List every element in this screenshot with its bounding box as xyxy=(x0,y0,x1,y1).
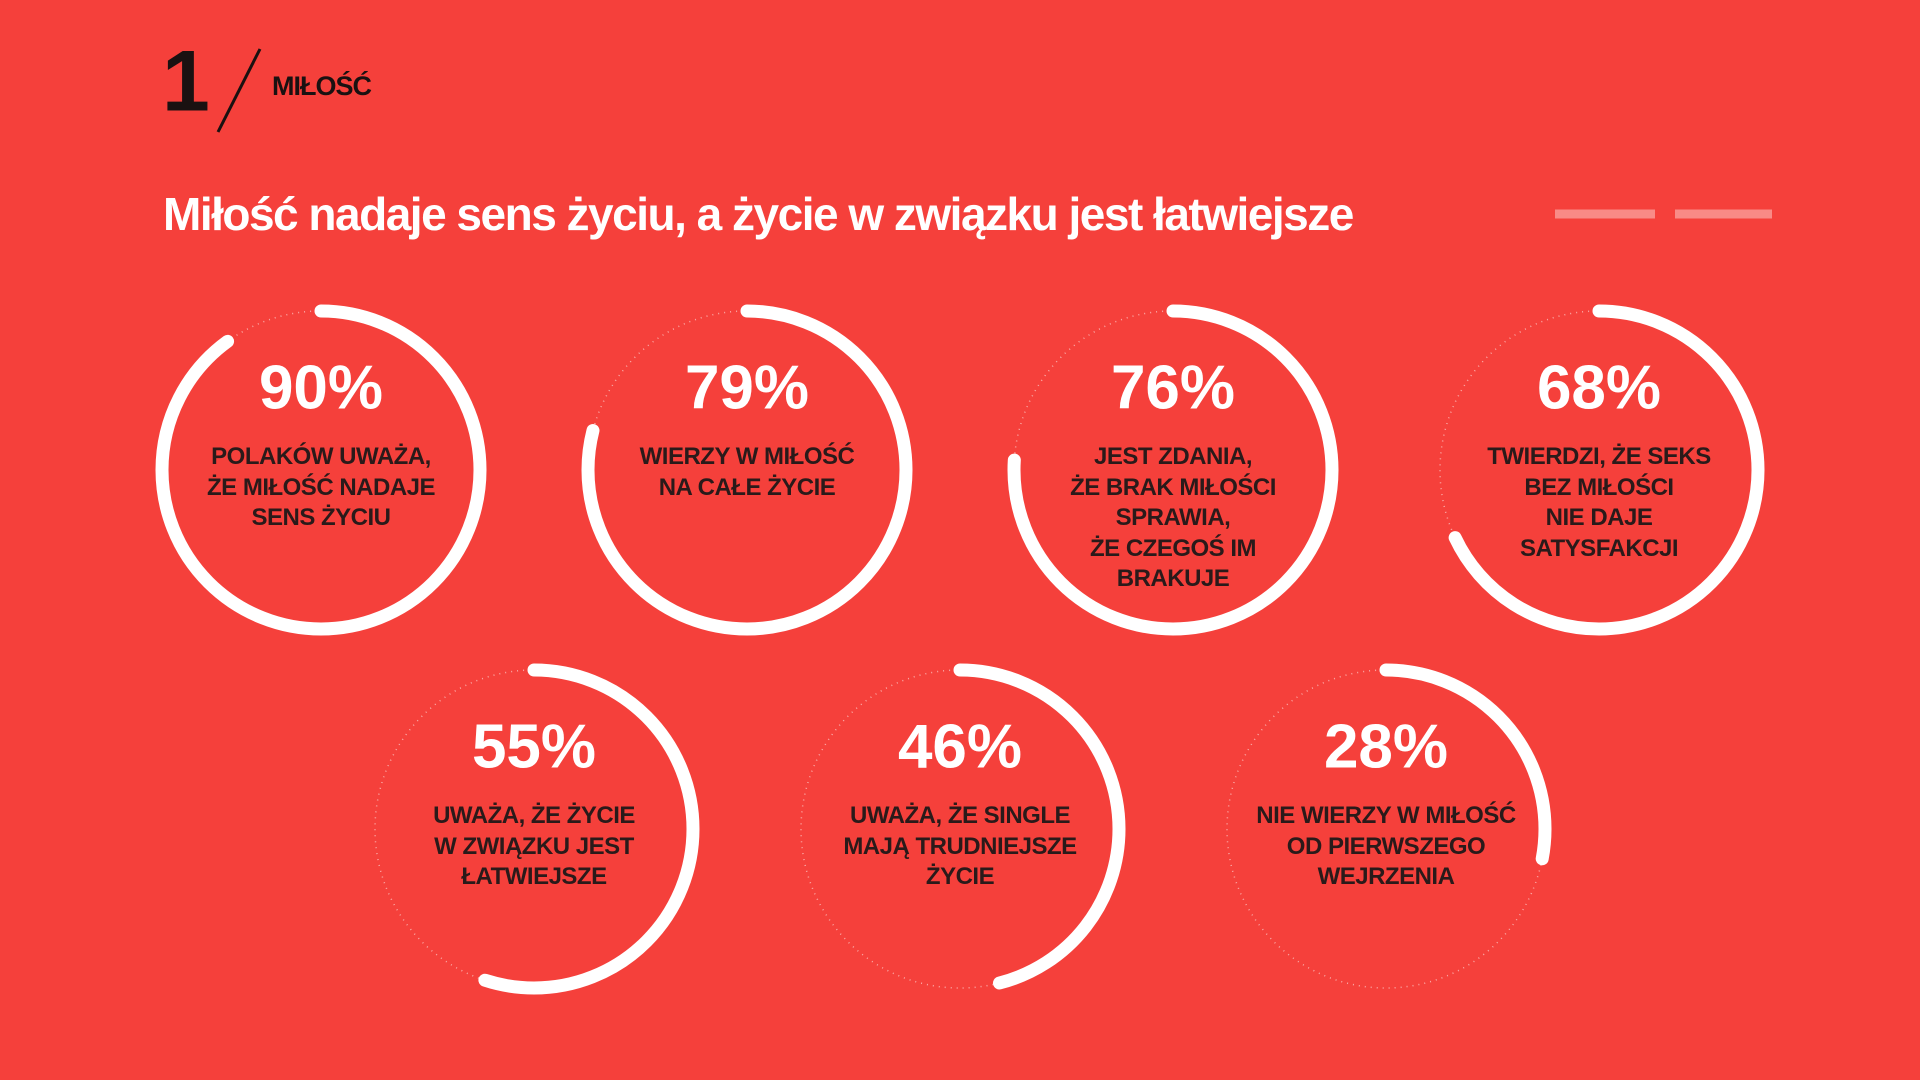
ring-arc xyxy=(1007,304,1339,636)
value-label: 28% xyxy=(1324,712,1448,781)
description: UWAŻA, ŻE SINGLE MAJĄ TRUDNIEJSZE ŻYCIE xyxy=(843,802,1077,890)
value-label: 46% xyxy=(898,712,1022,781)
ring-arc xyxy=(581,304,913,636)
value-label: 55% xyxy=(472,712,596,781)
description: JEST ZDANIA, ŻE BRAK MIŁOŚCI SPRAWIA, ŻE… xyxy=(1070,443,1276,592)
chart-title: Miłość nadaje sens życiu, a życie w zwią… xyxy=(163,188,1354,240)
section-title: MIŁOŚĆ xyxy=(272,70,371,101)
section-number: 1 xyxy=(162,34,210,130)
ring-arc xyxy=(794,663,1126,995)
description: WIERZY W MIŁOŚĆ NA CAŁE ŻYCIE xyxy=(639,443,855,501)
ring-arc xyxy=(1433,304,1765,636)
value-label: 79% xyxy=(685,353,809,422)
description: POLAKÓW UWAŻA, ŻE MIŁOŚĆ NADAJE SENS ŻYC… xyxy=(206,443,436,531)
ring-arc xyxy=(1220,663,1552,995)
value-label: 76% xyxy=(1111,353,1235,422)
description: TWIERDZI, ŻE SEKS BEZ MIŁOŚCI NIE DAJE S… xyxy=(1487,443,1711,562)
ring-arc xyxy=(155,304,487,636)
description: UWAŻA, ŻE ŻYCIE W ZWIĄZKU JEST ŁATWIEJSZ… xyxy=(433,802,635,890)
value-label: 68% xyxy=(1537,353,1661,422)
value-label: 90% xyxy=(259,353,383,422)
description: NIE WIERZY W MIŁOŚĆ OD PIERWSZEGO WEJRZE… xyxy=(1256,802,1516,890)
ring-arc xyxy=(368,663,700,995)
divider xyxy=(216,48,262,133)
